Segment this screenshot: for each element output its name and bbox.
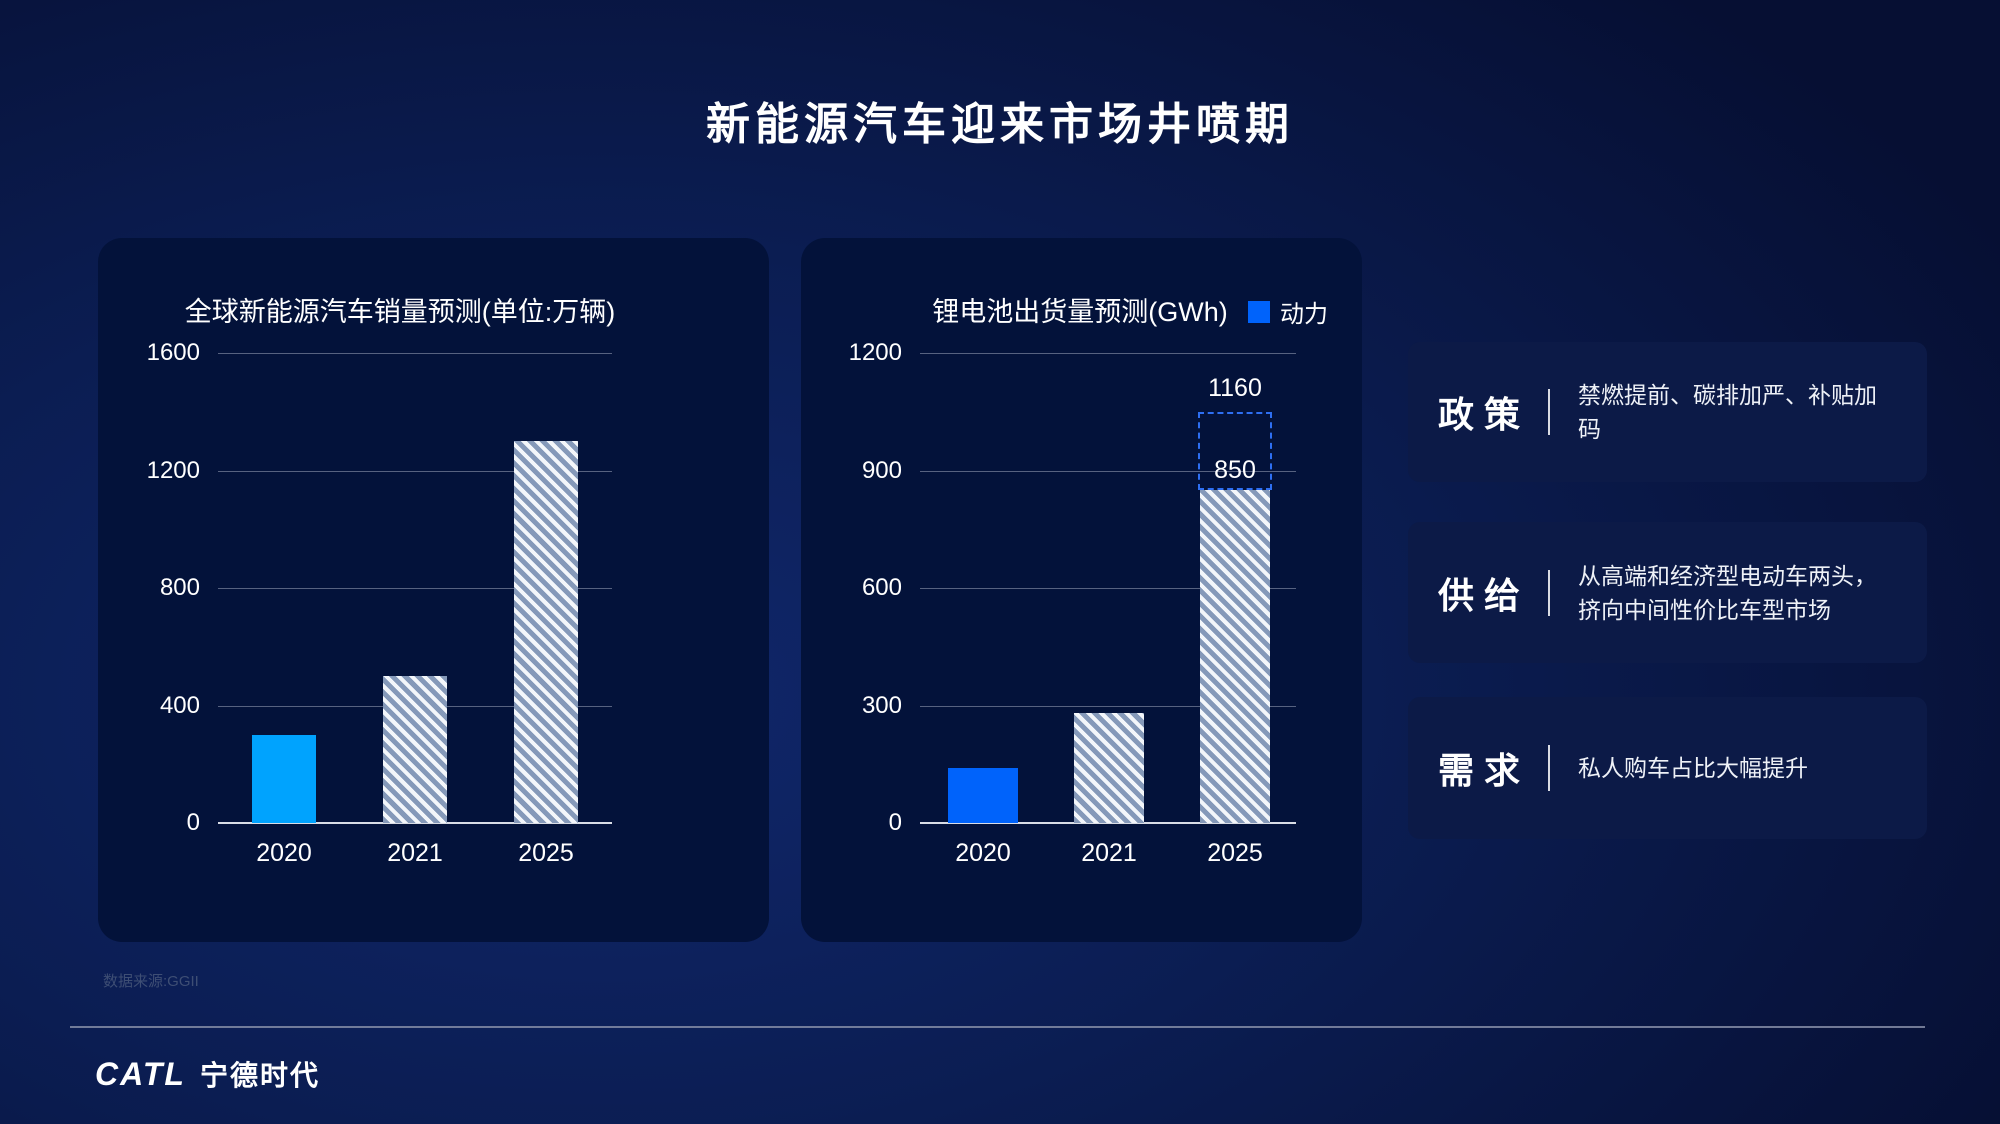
y-tick-label: 1200 — [146, 456, 200, 484]
panel-supply-label: 供 给 — [1438, 574, 1521, 616]
bar-2021 — [1074, 713, 1144, 823]
panel-separator — [1548, 389, 1551, 435]
catl-logo-name: 宁德时代 — [199, 1060, 320, 1091]
panel-separator — [1548, 745, 1551, 791]
panel-policy-desc: 禁燃提前、碳排加严、补贴加码 — [1578, 382, 1878, 442]
y-tick-label: 0 — [888, 809, 902, 836]
panel-supply: 供 给 从高端和经济型电动车两头， 挤向中间性价比车型市场 — [1408, 522, 1927, 663]
y-tick-label: 800 — [159, 574, 200, 601]
bar-2021 — [383, 676, 447, 823]
y-tick-label: 400 — [159, 691, 200, 719]
left-chart-plot: 0 400 800 1200 1600 2020 2021 2025 — [147, 341, 612, 867]
panel-supply-desc: 从高端和经济型电动车两头， 挤向中间性价比车型市场 — [1578, 562, 1878, 623]
gridline — [920, 470, 1296, 472]
y-tick-label: 300 — [861, 691, 902, 719]
panel-demand-label: 需 求 — [1438, 750, 1521, 791]
gridline — [218, 470, 612, 472]
catl-logo-mark: CATL — [95, 1056, 186, 1092]
legend-label: 动力 — [1280, 301, 1328, 328]
right-chart-plot: 0 300 600 900 1200 2020 2021 2025 1160 850 — [849, 341, 1296, 867]
bar-2025 — [514, 441, 578, 823]
bar-2020 — [948, 768, 1018, 823]
legend-swatch-icon — [1248, 300, 1270, 323]
catl-logo: CATL 宁德时代 — [95, 1054, 320, 1094]
y-tick-label: 1600 — [146, 339, 200, 366]
panel-demand: 需 求 私人购车占比大幅提升 — [1408, 697, 1927, 839]
panel-policy: 政 策 禁燃提前、碳排加严、补贴加码 — [1408, 342, 1927, 482]
projection-value-label: 1160 — [1208, 373, 1262, 402]
data-source-note: 数据来源:GGII — [103, 973, 199, 990]
x-tick-label: 2021 — [387, 839, 443, 867]
gridline — [920, 588, 1296, 589]
gridline — [218, 588, 612, 589]
y-tick-label: 600 — [861, 574, 902, 601]
y-tick-label: 900 — [861, 456, 902, 484]
x-tick-label: 2021 — [1081, 839, 1137, 867]
bar-2025 — [1200, 490, 1270, 823]
left-chart-card — [98, 238, 769, 942]
x-tick-label: 2020 — [955, 839, 1011, 867]
projection-dashed-box — [1198, 411, 1272, 491]
gridline — [218, 353, 612, 354]
x-tick-label: 2025 — [1207, 839, 1263, 867]
left-chart-title: 全球新能源汽车销量预测(单位:万辆) — [184, 297, 616, 327]
gridline — [920, 353, 1296, 354]
footer-divider — [70, 1026, 1925, 1028]
y-tick-label: 0 — [186, 809, 200, 836]
gridline — [920, 705, 1296, 707]
bar-value-label: 850 — [1214, 456, 1256, 485]
right-chart-title: 锂电池出货量预测(GWh) — [932, 297, 1228, 327]
page-title: 新能源汽车迎来市场井喷期 — [706, 100, 1294, 149]
x-tick-label: 2020 — [256, 839, 312, 867]
x-axis-line — [218, 822, 612, 824]
panel-separator — [1548, 569, 1551, 616]
x-axis-line — [920, 822, 1296, 824]
bar-2020 — [252, 734, 316, 823]
panel-demand-desc: 私人购车占比大幅提升 — [1578, 755, 1809, 781]
y-tick-label: 1200 — [848, 339, 902, 366]
legend: 动力 — [1248, 294, 1328, 329]
x-tick-label: 2025 — [518, 839, 574, 867]
panel-policy-label: 政 策 — [1438, 394, 1521, 435]
